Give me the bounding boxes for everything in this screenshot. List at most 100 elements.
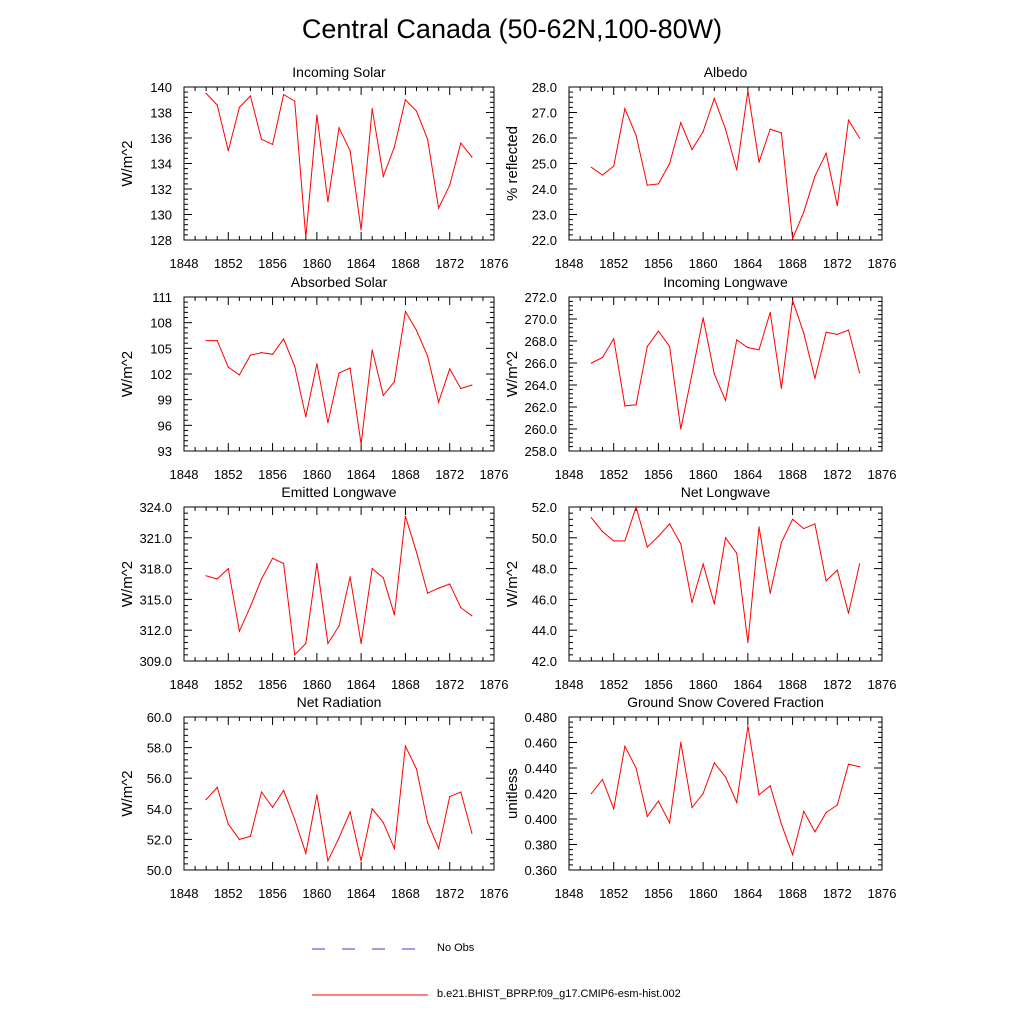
chart-incoming-solar: Incoming Solar W/m^2 1848 1852 1856 1860 1864 1… xyxy=(119,64,508,271)
data-point xyxy=(736,801,738,804)
data-point xyxy=(758,161,760,163)
y-tick-label: 0.480 xyxy=(524,710,557,725)
y-tick-label: 0.420 xyxy=(524,787,557,802)
chart-incoming-longwave: Incoming Longwave W/m^2 1848 1852 1856 1860 18… xyxy=(504,274,896,482)
data-point xyxy=(736,169,738,171)
y-tick-label: 270.0 xyxy=(524,312,557,327)
series-line xyxy=(205,93,473,238)
series-line xyxy=(205,516,473,656)
data-point xyxy=(393,381,395,383)
y-tick-label: 54.0 xyxy=(147,802,172,817)
series-line xyxy=(205,744,473,863)
data-point xyxy=(780,823,782,825)
x-tick-label: 1856 xyxy=(644,467,673,482)
data-point xyxy=(736,339,738,341)
data-point xyxy=(758,526,760,528)
data-point xyxy=(471,832,473,834)
y-tick-label: 28.0 xyxy=(532,80,557,95)
data-point xyxy=(814,175,816,177)
data-point xyxy=(747,90,749,92)
y-tick-label: 46.0 xyxy=(532,592,557,607)
x-tick-label: 1856 xyxy=(644,886,673,901)
data-point xyxy=(780,387,782,389)
data-point xyxy=(613,338,615,340)
y-tick-label: 99 xyxy=(158,393,172,408)
data-point xyxy=(371,568,373,570)
y-axis-label: % reflected xyxy=(504,126,521,201)
data-point xyxy=(260,578,263,580)
y-tick-label: 44.0 xyxy=(532,623,557,638)
x-tick-label: 1872 xyxy=(823,467,852,482)
x-tick-label: 1872 xyxy=(435,886,464,901)
x-tick-label: 1868 xyxy=(778,677,807,692)
data-point xyxy=(836,204,838,207)
x-tick-label: 1864 xyxy=(733,467,762,482)
x-tick-label: 1856 xyxy=(258,467,287,482)
y-tick-label: 58.0 xyxy=(147,741,172,756)
y-tick-label: 42.0 xyxy=(532,654,557,669)
x-tick-label: 1856 xyxy=(258,256,287,271)
data-point xyxy=(205,799,207,801)
plot-frame xyxy=(568,296,883,452)
data-point xyxy=(601,356,604,359)
x-tick-label: 1860 xyxy=(302,256,331,271)
data-point xyxy=(460,791,462,793)
data-point xyxy=(404,99,407,101)
y-tick-label: 258.0 xyxy=(524,444,557,459)
data-point xyxy=(238,106,240,108)
data-point xyxy=(702,131,704,133)
data-point xyxy=(780,132,782,134)
data-point xyxy=(758,794,760,796)
data-point xyxy=(657,330,660,332)
data-point xyxy=(227,366,229,368)
y-tick-label: 136 xyxy=(150,131,172,146)
y-tick-label: 23.0 xyxy=(532,208,557,223)
data-point xyxy=(316,114,318,116)
data-point xyxy=(836,333,838,335)
data-point xyxy=(590,517,592,519)
data-point xyxy=(438,847,440,850)
data-point xyxy=(449,795,451,798)
data-point xyxy=(249,95,252,97)
data-point xyxy=(836,804,838,806)
x-tick-label: 1848 xyxy=(170,467,199,482)
data-point xyxy=(371,808,373,810)
data-point xyxy=(847,119,850,121)
data-point xyxy=(803,211,805,213)
data-point xyxy=(657,183,660,185)
y-tick-label: 105 xyxy=(150,341,172,356)
data-point xyxy=(669,162,671,165)
x-tick-label: 1872 xyxy=(435,256,464,271)
x-tick-label: 1864 xyxy=(347,256,376,271)
data-point xyxy=(624,745,626,747)
data-point xyxy=(791,299,794,301)
chart-title: Net Radiation xyxy=(297,694,382,710)
data-point xyxy=(271,806,274,808)
x-tick-label: 1876 xyxy=(868,256,897,271)
data-point xyxy=(657,535,660,537)
data-point xyxy=(590,792,592,795)
data-point xyxy=(769,785,771,787)
series-line xyxy=(591,725,860,857)
data-point xyxy=(382,821,384,824)
data-point xyxy=(859,563,861,565)
x-tick-label: 1876 xyxy=(480,256,509,271)
x-tick-label: 1876 xyxy=(868,886,897,901)
data-point xyxy=(747,641,749,644)
data-point xyxy=(283,562,285,565)
data-point xyxy=(271,143,274,145)
data-point xyxy=(238,374,240,376)
data-point xyxy=(460,142,462,144)
data-point xyxy=(747,347,749,349)
data-point xyxy=(360,443,362,445)
plot-frame xyxy=(568,86,883,241)
data-point xyxy=(657,800,660,802)
x-tick-label: 1864 xyxy=(347,467,376,482)
data-point xyxy=(769,592,771,594)
x-tick-label: 1848 xyxy=(555,467,584,482)
data-point xyxy=(415,329,418,331)
data-point xyxy=(404,515,407,517)
chart-emitted-longwave: Emitted Longwave W/m^2 1848 1852 1856 1860 186… xyxy=(119,484,508,692)
data-point xyxy=(426,821,429,824)
y-tick-label: 0.400 xyxy=(524,812,557,827)
